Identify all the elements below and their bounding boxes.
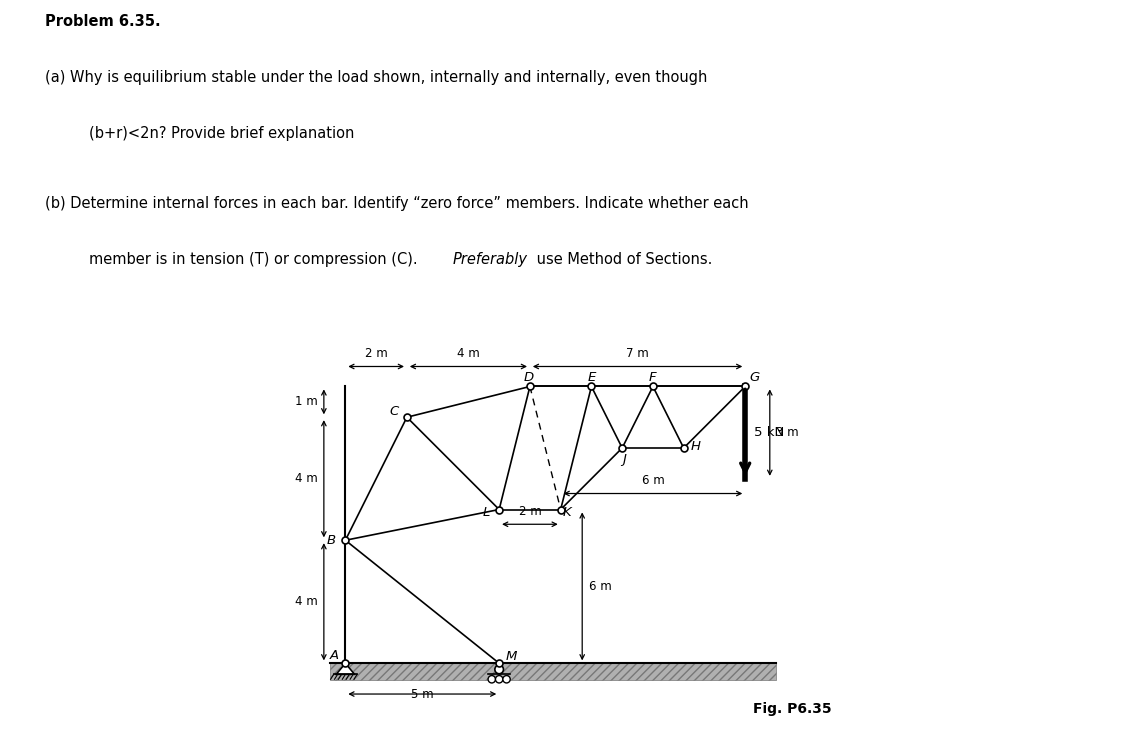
- Text: 6 m: 6 m: [641, 475, 664, 488]
- Text: J: J: [622, 453, 625, 466]
- Text: (b) Determine internal forces in each bar. Identify “zero force” members. Indica: (b) Determine internal forces in each ba…: [45, 196, 749, 211]
- Text: M: M: [506, 650, 517, 663]
- Text: 4 m: 4 m: [294, 472, 317, 486]
- Bar: [330, 663, 775, 680]
- Text: K: K: [563, 506, 572, 519]
- Text: D: D: [523, 371, 533, 383]
- Circle shape: [496, 676, 503, 683]
- Text: H: H: [691, 440, 702, 453]
- Polygon shape: [337, 663, 355, 674]
- Text: 1 m: 1 m: [294, 395, 317, 408]
- Text: C: C: [389, 405, 399, 418]
- Circle shape: [503, 676, 511, 683]
- Circle shape: [488, 676, 496, 683]
- Text: G: G: [749, 371, 760, 384]
- Text: E: E: [587, 371, 596, 383]
- Text: member is in tension (T) or compression (C).: member is in tension (T) or compression …: [89, 252, 422, 267]
- Text: 2 m: 2 m: [365, 347, 388, 360]
- Text: 3 m: 3 m: [775, 426, 798, 439]
- Text: 4 m: 4 m: [294, 596, 317, 608]
- Text: L: L: [482, 506, 490, 519]
- Text: 4 m: 4 m: [457, 347, 480, 360]
- Text: 2 m: 2 m: [518, 505, 541, 518]
- Text: 7 m: 7 m: [626, 347, 649, 360]
- Text: Fig. P6.35: Fig. P6.35: [753, 701, 831, 716]
- Circle shape: [495, 665, 504, 674]
- Text: 5 kN: 5 kN: [754, 426, 785, 439]
- Text: use Method of Sections.: use Method of Sections.: [532, 252, 713, 267]
- Text: (a) Why is equilibrium stable under the load shown, internally and internally, e: (a) Why is equilibrium stable under the …: [45, 70, 708, 85]
- Text: Preferably: Preferably: [453, 252, 528, 267]
- Text: (b+r)<2n? Provide brief explanation: (b+r)<2n? Provide brief explanation: [89, 126, 354, 141]
- Text: B: B: [327, 534, 337, 547]
- Text: 5 m: 5 m: [410, 687, 433, 701]
- Text: F: F: [649, 371, 657, 383]
- Text: 6 m: 6 m: [589, 580, 612, 593]
- Text: Problem 6.35.: Problem 6.35.: [45, 14, 161, 29]
- Text: A: A: [330, 649, 339, 662]
